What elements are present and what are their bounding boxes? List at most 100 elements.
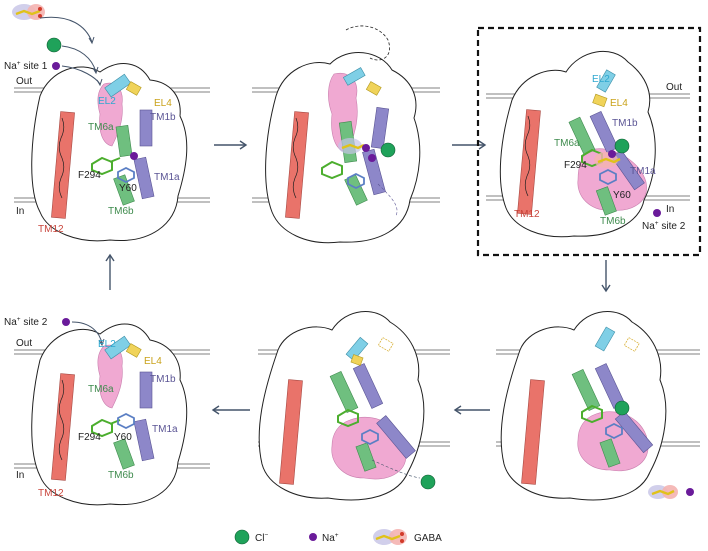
y60-sidechain-icon — [117, 412, 135, 430]
legend-chloride-label: Cl− — [255, 532, 268, 544]
label-out: Out — [16, 76, 32, 87]
y60-sidechain-icon — [599, 168, 617, 186]
tm6b-helix — [355, 442, 377, 472]
label-tm1b: TM1b — [612, 118, 638, 129]
legend-sodium-icon — [309, 533, 317, 541]
el2-loop — [342, 67, 366, 86]
tm1a-helix — [376, 415, 416, 459]
label-in: In — [16, 206, 24, 217]
panel-2 — [252, 25, 440, 244]
label-tm6a: TM6a — [554, 138, 580, 149]
tm12-helix — [521, 379, 545, 485]
label-tm1a: TM1a — [152, 424, 178, 435]
highlight-box — [476, 26, 702, 257]
tm1a-helix — [133, 418, 155, 462]
label-el4: EL4 — [144, 356, 162, 367]
sodium-ion — [362, 144, 370, 152]
y60-sidechain-icon — [361, 428, 379, 446]
el4-loop — [623, 336, 640, 352]
f294-sidechain-icon — [337, 408, 359, 428]
y60-sidechain-icon — [605, 422, 623, 440]
sodium-ion — [608, 150, 616, 158]
tm6b-helix — [599, 438, 621, 468]
label-na-site-1: Na+ site 1 — [4, 60, 48, 72]
tm1a-helix — [133, 156, 155, 200]
el2-loop — [345, 336, 369, 362]
tm12-helix — [279, 379, 303, 485]
tm12-helix — [51, 373, 75, 481]
legend-gaba-label: GABA — [414, 533, 442, 544]
panel-5 — [258, 311, 450, 501]
label-f294: F294 — [78, 170, 101, 181]
el4-loop — [365, 81, 382, 96]
chloride-ion — [420, 474, 436, 490]
el2-loop — [104, 73, 132, 98]
f294-sidechain-icon — [581, 404, 603, 424]
tm6a-helix — [115, 124, 133, 158]
label-tm1a: TM1a — [630, 166, 656, 177]
f294-sidechain-icon — [91, 156, 121, 176]
tm6a-helix — [571, 368, 601, 412]
el4-loop — [125, 81, 142, 96]
chloride-ion — [614, 400, 630, 416]
tm6b-helix — [595, 186, 617, 216]
label-tm1a: TM1a — [154, 172, 180, 183]
label-el2: EL2 — [98, 339, 116, 350]
panel-4 — [496, 311, 700, 501]
chloride-ion — [46, 37, 62, 53]
el2-loop — [104, 335, 132, 360]
el4-loop — [125, 343, 142, 358]
label-y60: Y60 — [119, 183, 137, 194]
panel-1: Na+ site 1 Out In EL2 EL4 TM6a TM1b F294… — [4, 4, 210, 242]
panel-6: Na+ site 2 Out EL2 EL4 TM6a TM1b F294 Y6… — [4, 316, 210, 506]
panel-3-highlighted: Out EL2 EL4 TM1b TM6a F294 TM1a Y60 In T… — [476, 26, 702, 257]
label-el2: EL2 — [98, 96, 116, 107]
label-in: In — [666, 204, 674, 215]
tm12-helix — [517, 109, 541, 215]
el4-loop — [592, 93, 608, 108]
chloride-ion — [614, 138, 630, 154]
el4-loop — [350, 354, 364, 366]
label-tm12: TM12 — [38, 488, 64, 499]
label-y60: Y60 — [613, 190, 631, 201]
legend-chloride-icon — [234, 529, 250, 545]
label-tm6a: TM6a — [88, 384, 114, 395]
label-el4: EL4 — [610, 98, 628, 109]
label-tm6b: TM6b — [108, 206, 134, 217]
label-el2: EL2 — [592, 74, 610, 85]
label-tm6b: TM6b — [600, 216, 626, 227]
sodium-ion — [130, 152, 138, 160]
sodium-ion — [653, 209, 661, 217]
label-f294: F294 — [564, 160, 587, 171]
label-na-site-2: Na+ site 2 — [4, 316, 48, 328]
tm1a-helix — [614, 410, 654, 454]
el2-loop — [596, 69, 616, 93]
label-na-site-2: Na+ site 2 — [642, 220, 686, 232]
label-f294: F294 — [78, 432, 101, 443]
label-out: Out — [666, 82, 682, 93]
label-tm1b: TM1b — [150, 112, 176, 123]
label-in: In — [16, 470, 24, 481]
entry-arrow — [71, 321, 103, 345]
f294-sidechain-icon — [321, 160, 343, 180]
tm12-helix — [51, 111, 75, 219]
gaba-molecule-icon — [648, 485, 678, 499]
legend-sodium-label: Na+ — [322, 532, 339, 544]
gaba-molecule-icon — [12, 4, 45, 20]
sodium-ion — [62, 318, 70, 326]
tm12-helix — [285, 111, 309, 219]
tm12-wave — [58, 117, 65, 199]
sodium-ion — [368, 154, 376, 162]
sodium-ion — [52, 62, 60, 70]
tm1b-helix — [370, 107, 390, 149]
pink-helix-region — [97, 344, 123, 409]
tm1b-helix — [352, 363, 384, 409]
legend: Cl− Na+ GABA — [234, 529, 442, 545]
tm6b-helix — [113, 438, 135, 470]
tm1b-helix — [139, 109, 153, 147]
label-tm12: TM12 — [38, 224, 64, 235]
tm6b-helix — [113, 174, 135, 206]
sodium-ion — [686, 488, 694, 496]
entry-arrow — [39, 16, 93, 43]
